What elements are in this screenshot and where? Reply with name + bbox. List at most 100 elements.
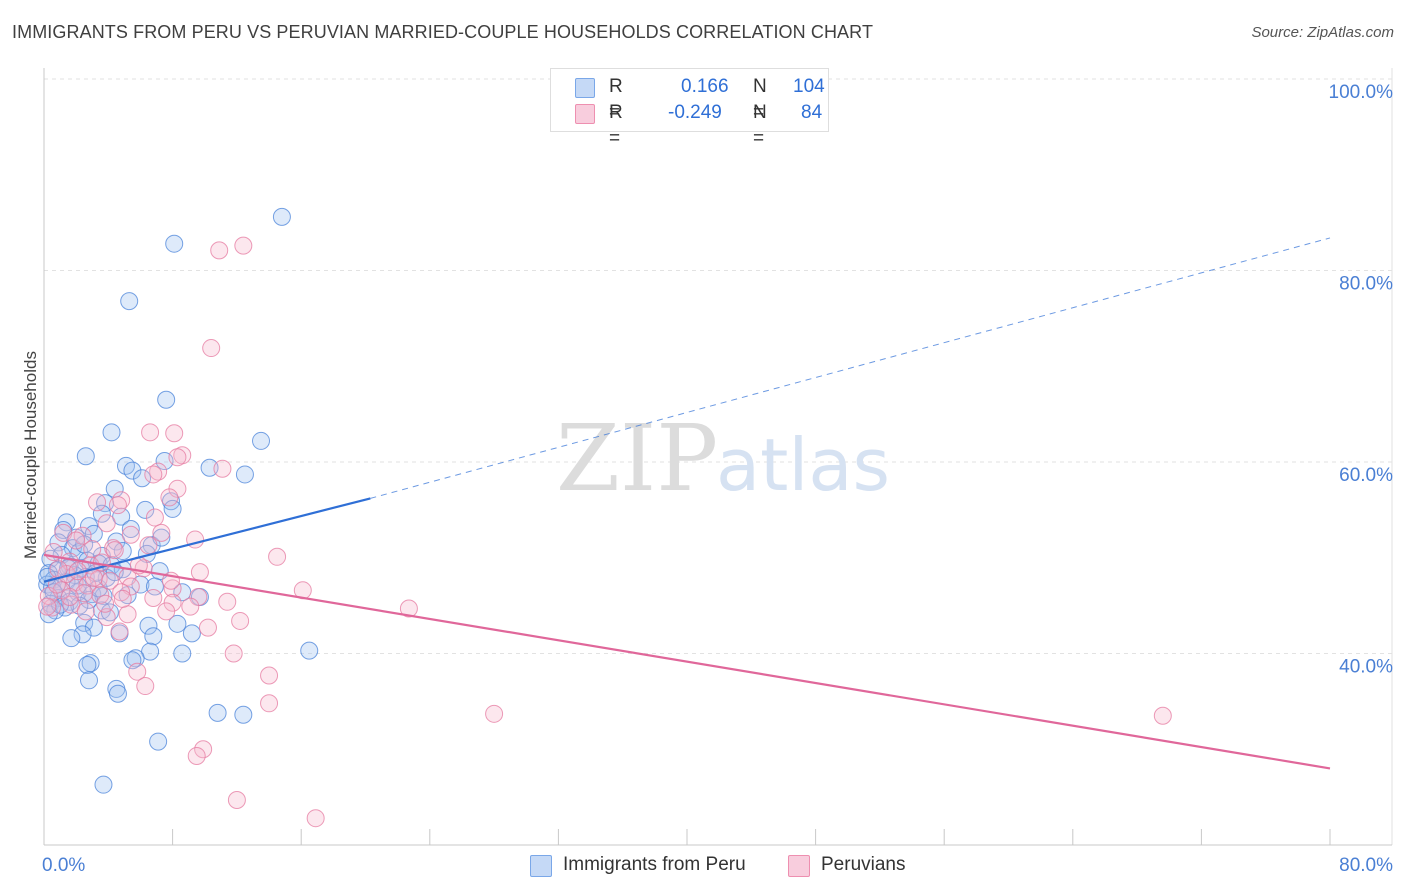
series-peruvians (38, 236, 1172, 828)
data-point (213, 459, 232, 478)
source-label: Source: ZipAtlas.com (1251, 24, 1394, 41)
data-point (160, 488, 179, 507)
y-tick-label: 80.0% (1339, 274, 1393, 295)
gridlines (44, 68, 1393, 845)
data-point (118, 605, 137, 624)
data-point (190, 563, 209, 582)
data-point (136, 500, 155, 519)
data-point (202, 339, 221, 358)
y-tick-label: 60.0% (1339, 465, 1393, 486)
data-point (133, 469, 152, 488)
data-point (49, 560, 68, 579)
data-point (149, 732, 168, 751)
data-point (198, 618, 217, 637)
legend-r-value: 0.166 (681, 76, 729, 97)
trend-line-peru (43, 497, 371, 583)
data-point (110, 622, 129, 641)
data-point (300, 641, 319, 660)
data-point (112, 583, 131, 602)
data-point (108, 496, 127, 515)
data-point (235, 465, 254, 484)
data-point (38, 597, 57, 616)
data-point (88, 493, 107, 512)
data-point (208, 703, 227, 722)
watermark-zip: ZIP (556, 405, 718, 512)
data-point (78, 655, 97, 674)
data-point (145, 577, 164, 596)
data-point (149, 462, 168, 481)
data-point (120, 292, 139, 311)
series-label-peru: Immigrants from Peru (563, 854, 746, 875)
legend: R = 0.166 N = 104 R = -0.249 N = 84 (550, 68, 829, 149)
data-point (268, 547, 287, 566)
data-point (234, 236, 253, 255)
chart-title: IMMIGRANTS FROM PERU VS PERUVIAN MARRIED… (12, 22, 874, 42)
data-point (168, 448, 187, 467)
x-tick-label: 80.0% (1339, 855, 1393, 876)
data-point (121, 525, 140, 544)
legend-r-value: -0.249 (668, 102, 722, 123)
legend-n-label: N = (753, 102, 767, 149)
data-point (399, 599, 418, 618)
data-point (210, 241, 229, 260)
data-point (123, 461, 142, 480)
legend-swatch-peru (575, 78, 595, 98)
trend-lines (43, 237, 1331, 770)
data-point (108, 684, 127, 703)
y-tick-label: 40.0% (1339, 657, 1393, 678)
data-point (136, 677, 155, 696)
data-point (1153, 706, 1172, 725)
data-point (84, 568, 103, 587)
data-point (128, 662, 147, 681)
data-point (139, 616, 158, 635)
data-point (252, 431, 271, 450)
data-point (139, 536, 158, 555)
data-point (306, 809, 325, 828)
data-point (96, 594, 115, 613)
data-points (38, 207, 1172, 828)
legend-n-value: 84 (801, 102, 823, 123)
axes (43, 68, 1392, 846)
series-legend: Immigrants from Peru Peruvians (0, 852, 1406, 878)
data-point (272, 207, 291, 226)
data-point (102, 423, 121, 442)
data-point (260, 694, 279, 713)
data-point (91, 586, 110, 605)
data-point (231, 611, 250, 630)
data-point (141, 423, 160, 442)
data-point (163, 499, 182, 518)
series-label-peruvians: Peruvians (821, 854, 906, 875)
tick-labels: 40.0% 60.0% 80.0% 100.0% 0.0% 80.0% (42, 82, 1393, 876)
data-point (168, 614, 187, 633)
x-tick-label: 0.0% (42, 855, 85, 876)
data-point (112, 491, 131, 510)
data-point (165, 424, 184, 443)
data-point (83, 540, 102, 559)
data-point (218, 592, 237, 611)
data-point (144, 627, 163, 646)
data-point (194, 740, 213, 759)
trend-extension-peru (370, 237, 1331, 499)
data-point (94, 775, 113, 794)
data-point (145, 508, 164, 527)
y-axis-label: Married-couple Households (21, 351, 40, 559)
legend-swatch-peruvians (575, 104, 595, 124)
data-point (182, 624, 201, 643)
data-point (97, 514, 116, 533)
legend-n-value: 104 (793, 76, 825, 97)
data-point (105, 541, 124, 560)
data-point (260, 666, 279, 685)
data-point (181, 597, 200, 616)
trend-line-peruvians (43, 553, 1331, 770)
data-point (157, 602, 176, 621)
data-point (123, 651, 142, 670)
data-point (173, 644, 192, 663)
data-point (97, 608, 116, 627)
data-point (165, 234, 184, 253)
data-point (200, 458, 219, 477)
data-point (67, 531, 86, 550)
data-point (152, 523, 171, 542)
data-point (224, 644, 243, 663)
data-point (144, 465, 163, 484)
